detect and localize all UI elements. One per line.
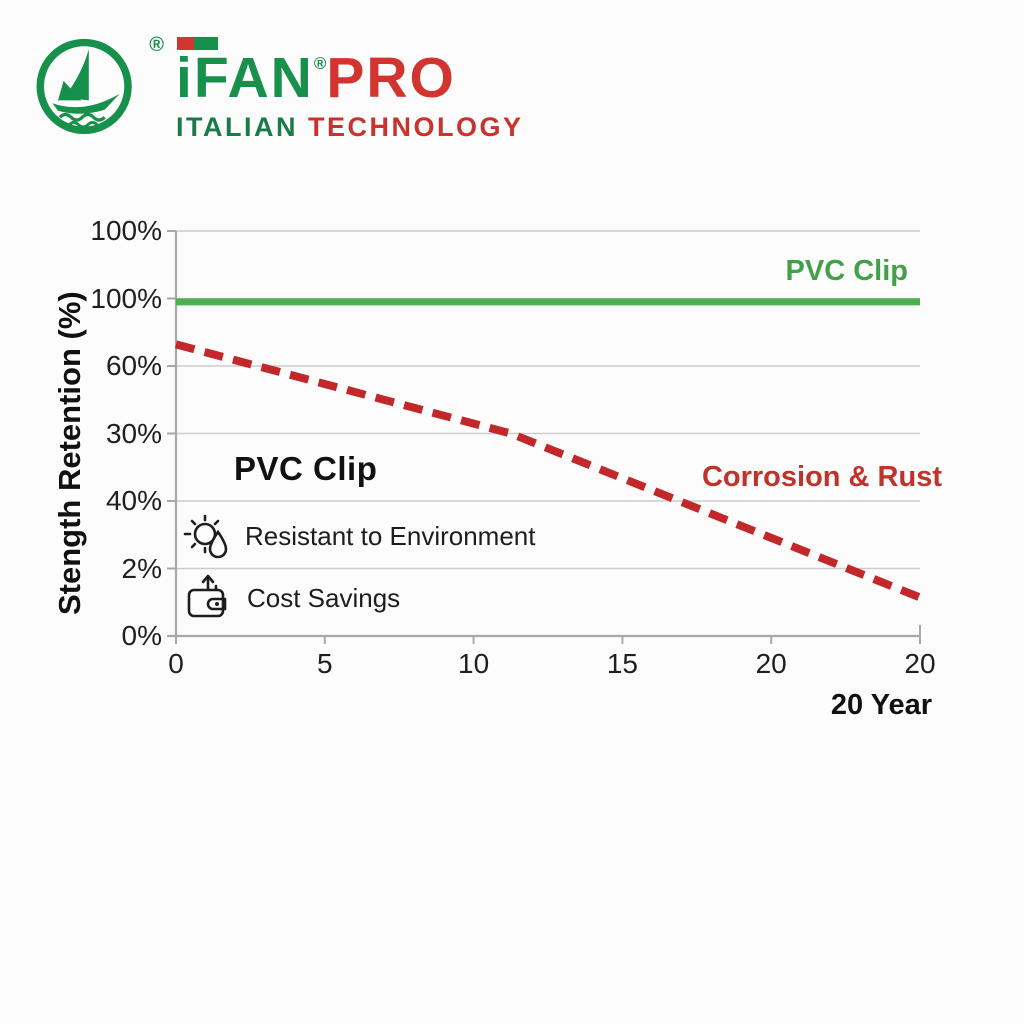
x-tick-label: 5 xyxy=(317,648,333,679)
y-tick-label: 30% xyxy=(105,417,162,449)
feature-row-cost: Cost Savings xyxy=(183,572,400,624)
series-label-pvc-clip: PVC Clip xyxy=(785,255,908,287)
brand-name: iFAN®PRO xyxy=(176,34,524,108)
annotation-heading: PVC Clip xyxy=(234,450,378,487)
brand-text-green: iFAN xyxy=(176,46,314,110)
logo-tagline: ITALIAN TECHNOLOGY xyxy=(176,112,524,143)
x-tick-label: 20 xyxy=(904,648,936,679)
sailboat-icon xyxy=(36,38,132,135)
brand-logo: ® iFAN®PRO ITALIAN TECHNOLOGY xyxy=(30,28,524,143)
x-tick-label: 15 xyxy=(606,648,638,679)
y-tick-label: 60% xyxy=(105,350,162,381)
logo-emblem: ® xyxy=(30,28,164,143)
y-tick-label: 0% xyxy=(121,620,162,651)
logo-wordmark: iFAN®PRO ITALIAN TECHNOLOGY xyxy=(176,28,524,143)
feature-label: Cost Savings xyxy=(247,582,401,613)
wallet-arrow-icon xyxy=(187,574,227,618)
y-tick-label: 40% xyxy=(105,485,162,516)
x-tick-label: 20 xyxy=(755,648,787,679)
registered-mark-icon: ® xyxy=(149,34,164,56)
x-axis-note: 20 Year xyxy=(830,689,932,721)
tagline-left: ITALIAN xyxy=(176,112,298,142)
y-tick-label: 100% xyxy=(90,282,162,314)
feature-label: Resistant to Environment xyxy=(245,520,536,551)
registered-mark-icon: ® xyxy=(313,54,327,73)
tagline-right: TECHNOLOGY xyxy=(308,112,524,142)
sun-droplet-icon xyxy=(183,514,228,559)
logo-accent-square xyxy=(177,37,194,50)
x-tick-label: 0 xyxy=(168,648,184,679)
series-label-corrosion-rust: Corrosion & Rust xyxy=(701,461,942,493)
y-tick-label: 2% xyxy=(121,552,162,584)
logo-accent-bar xyxy=(194,37,218,50)
x-tick-label: 10 xyxy=(458,648,490,679)
feature-row-environment: Resistant to Environment xyxy=(181,510,535,562)
y-tick-label: 100% xyxy=(90,215,162,246)
brand-text-red: PRO xyxy=(326,46,456,110)
